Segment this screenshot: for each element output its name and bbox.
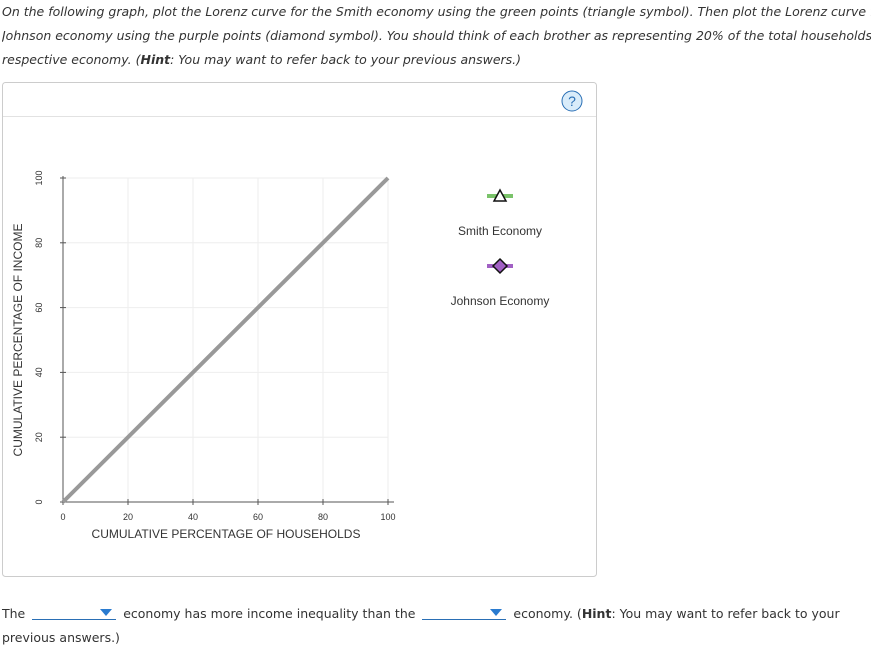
y-tick-label: 100 [34, 170, 44, 185]
line [61, 176, 390, 504]
x-tick-label: 40 [188, 512, 198, 522]
hint: Hint [140, 52, 171, 67]
tool-label: Smith Economy [458, 224, 542, 238]
y-tick-label: 80 [34, 238, 44, 248]
y-tick-label: 40 [34, 367, 44, 377]
dropdown[interactable] [422, 605, 507, 620]
text: : You may want to refer back to your pre… [170, 52, 522, 67]
dropdown[interactable] [32, 605, 117, 620]
text: : You may want to refer back to your pre… [2, 606, 840, 645]
y-axis-title: CUMULATIVE PERCENTAGE OF INCOME [11, 224, 25, 457]
y-tick-label: 0 [34, 499, 44, 504]
drawing-tool[interactable]: Johnson Economy [451, 257, 550, 308]
drawing-tool[interactable]: Smith Economy [458, 188, 542, 238]
text: economy. ( [513, 606, 582, 621]
x-tick-label: 60 [253, 512, 263, 522]
hint: Hint [581, 606, 612, 621]
instruction-line: On the following graph, plot the Lorenz … [2, 4, 871, 19]
instruction-line: Johnson economy using the purple points … [2, 28, 871, 43]
question: The economy has more income inequality t… [2, 602, 868, 650]
text: The [2, 606, 26, 621]
x-tick-label: 80 [318, 512, 328, 522]
instruction-line: respective economy. (Hint: You may want … [2, 48, 871, 72]
plot: 0 20 40 60 80 100 0 20 40 60 80 100 CUMULATIVE PERCE… [11, 170, 396, 541]
x-tick-label: 0 [60, 512, 65, 522]
text: economy has more income inequality than … [123, 606, 416, 621]
graph-panel: ? 0 20 40 60 80 100 0 20 40 60 80 100 CUMULATIVE PER… [2, 82, 597, 577]
help-button[interactable] [561, 90, 583, 112]
tool-symbol [491, 257, 509, 275]
x-tick-label: 20 [123, 512, 133, 522]
y-tick-label: 60 [34, 303, 44, 313]
x-tick-label: 100 [380, 512, 395, 522]
x-axis-title: CUMULATIVE PERCENTAGE OF HOUSEHOLDS [92, 527, 361, 541]
tool-label: Johnson Economy [451, 294, 550, 308]
text: respective economy. ( [2, 52, 141, 67]
y-tick-label: 20 [34, 432, 44, 442]
panel-border [2, 82, 597, 577]
help-icon: ? [568, 93, 576, 109]
tool-symbol [492, 188, 508, 202]
